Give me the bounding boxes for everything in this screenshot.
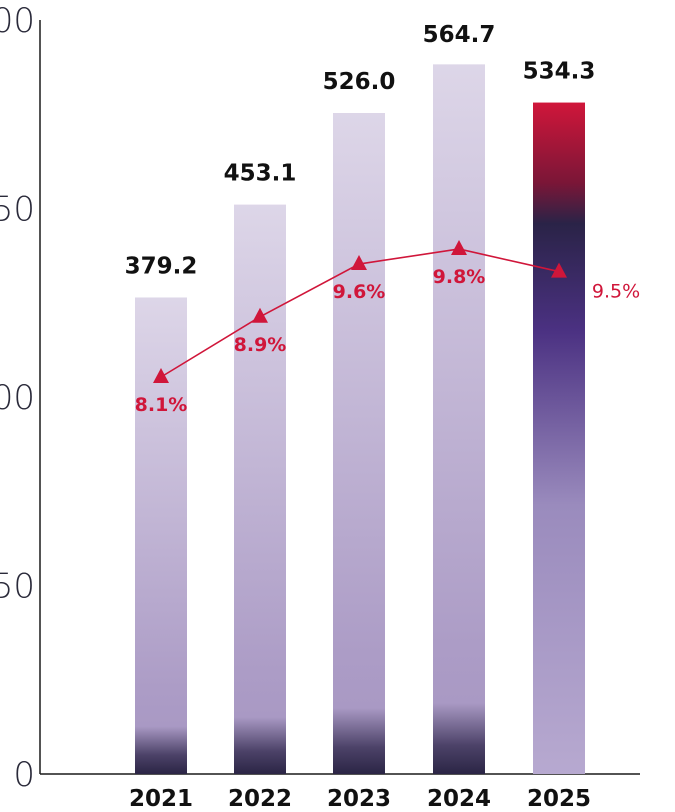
y-tick-label: 300: [0, 378, 35, 418]
y-tick-label: 450: [0, 190, 35, 230]
percentage-line-series: 8.1% 8.9% 9.6% 9.8% 9.5%: [135, 240, 640, 416]
triangle-marker: [153, 368, 169, 383]
y-axis-ticks: 0 150 300 450 600: [0, 1, 35, 795]
y-tick-label: 600: [0, 1, 35, 41]
triangle-marker: [252, 307, 268, 323]
x-tick-label: 2024: [427, 786, 491, 812]
bar-2023: [333, 112, 385, 774]
x-tick-label: 2022: [228, 786, 292, 812]
x-tick-label: 2023: [327, 786, 391, 812]
percentage-label: 8.9%: [234, 334, 287, 356]
y-tick-label: 150: [0, 567, 35, 607]
percentage-label: 8.1%: [135, 394, 188, 416]
percentage-label: 9.5%: [592, 281, 640, 303]
y-tick-label: 0: [13, 755, 35, 795]
bar-value-label: 453.1: [224, 161, 297, 187]
bar-value-label: 564.7: [423, 22, 496, 48]
triangle-marker: [351, 255, 367, 271]
percentage-label: 9.8%: [433, 266, 486, 288]
triangle-marker: [551, 262, 567, 278]
bar-value-label: 526.0: [323, 69, 396, 95]
bar-2025: [533, 102, 585, 775]
bar-2022: [234, 204, 286, 774]
triangle-marker: [451, 240, 467, 255]
bar-value-labels: 379.2 453.1 526.0 564.7 534.3: [125, 22, 596, 279]
x-axis-ticks: 2021 2022 2023 2024 2025: [129, 786, 591, 812]
x-tick-label: 2025: [527, 786, 591, 812]
bar-value-label: 379.2: [125, 253, 198, 279]
bar-value-label: 534.3: [523, 59, 596, 85]
x-tick-label: 2021: [129, 786, 193, 812]
bars: [135, 64, 585, 775]
bar-2024: [433, 64, 485, 774]
percentage-label: 9.6%: [333, 281, 386, 303]
